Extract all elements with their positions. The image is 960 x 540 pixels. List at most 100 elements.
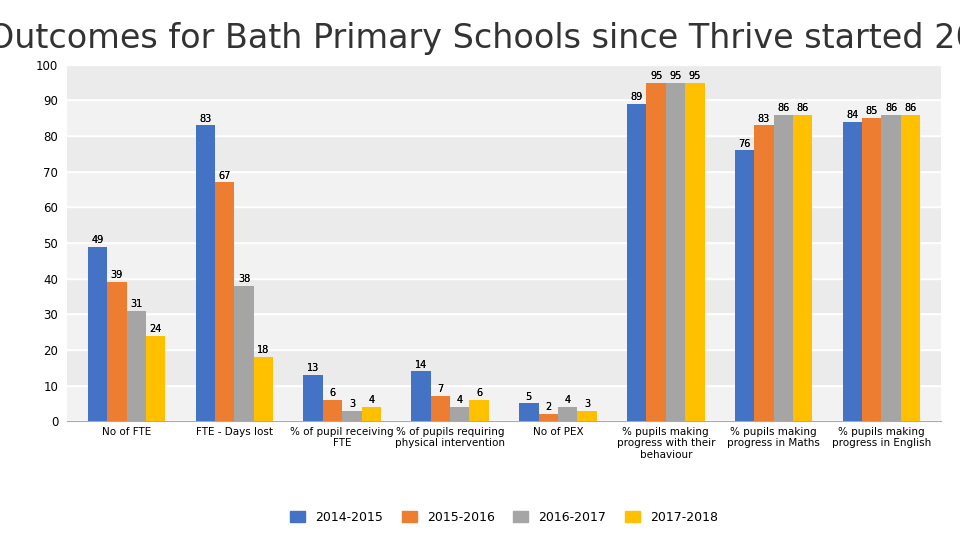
Bar [843, 122, 862, 421]
Text: 4: 4 [564, 395, 570, 405]
Bar [67, 386, 941, 421]
Text: 95: 95 [650, 71, 662, 81]
Bar [793, 114, 812, 421]
Bar [900, 114, 921, 421]
Text: 67: 67 [219, 171, 230, 180]
Bar [67, 29, 941, 65]
Text: 6: 6 [476, 388, 482, 398]
Bar [342, 410, 362, 421]
Bar [519, 403, 539, 421]
Text: 3: 3 [348, 399, 355, 409]
Title: Outcomes for Bath Primary Schools since Thrive started 2014: Outcomes for Bath Primary Schools since … [0, 22, 960, 55]
Bar [843, 122, 862, 421]
Text: 2: 2 [545, 402, 551, 413]
Text: 4: 4 [564, 395, 570, 405]
Bar [67, 65, 941, 100]
Text: 38: 38 [238, 274, 251, 284]
Text: 5: 5 [526, 392, 532, 402]
Text: 4: 4 [457, 395, 463, 405]
Bar [539, 414, 558, 421]
Bar [539, 414, 558, 421]
Text: 83: 83 [199, 113, 211, 124]
Bar [793, 114, 812, 421]
Bar [519, 403, 539, 421]
Bar [67, 314, 941, 350]
Bar [253, 357, 274, 421]
Bar [234, 286, 253, 421]
Text: 85: 85 [866, 106, 878, 117]
Text: 83: 83 [757, 113, 770, 124]
Text: 6: 6 [329, 388, 336, 398]
Bar [215, 183, 234, 421]
Bar [303, 375, 323, 421]
Text: 86: 86 [797, 103, 809, 113]
Text: 14: 14 [415, 360, 427, 369]
Bar [146, 336, 165, 421]
Legend: 2014-2015, 2015-2016, 2016-2017, 2017-2018: 2014-2015, 2015-2016, 2016-2017, 2017-20… [285, 506, 723, 529]
Text: 24: 24 [150, 324, 162, 334]
Bar [774, 114, 793, 421]
Text: 38: 38 [238, 274, 251, 284]
Bar [411, 372, 431, 421]
Text: 85: 85 [866, 106, 878, 117]
Bar [666, 83, 685, 421]
Bar [469, 400, 489, 421]
Text: 7: 7 [437, 384, 444, 394]
Text: 84: 84 [846, 110, 858, 120]
Bar [87, 247, 108, 421]
Text: 49: 49 [91, 235, 104, 245]
Text: 95: 95 [688, 71, 701, 81]
Text: 31: 31 [131, 299, 142, 309]
Text: 6: 6 [329, 388, 336, 398]
Bar [734, 150, 755, 421]
Bar [450, 407, 469, 421]
Bar [127, 310, 146, 421]
Bar [431, 396, 450, 421]
Bar [342, 410, 362, 421]
Bar [450, 407, 469, 421]
Bar [67, 279, 941, 314]
Text: 86: 86 [904, 103, 917, 113]
Text: 3: 3 [584, 399, 590, 409]
Bar [196, 125, 215, 421]
Text: 67: 67 [219, 171, 230, 180]
Text: 76: 76 [738, 139, 751, 148]
Text: 95: 95 [688, 71, 701, 81]
Bar [627, 104, 646, 421]
Bar [558, 407, 577, 421]
Bar [67, 100, 941, 136]
Bar [67, 243, 941, 279]
Bar [755, 125, 774, 421]
Bar [108, 282, 127, 421]
Text: 86: 86 [885, 103, 898, 113]
Text: 86: 86 [797, 103, 809, 113]
Text: 14: 14 [415, 360, 427, 369]
Bar [685, 83, 705, 421]
Text: 95: 95 [669, 71, 682, 81]
Bar [755, 125, 774, 421]
Text: 6: 6 [476, 388, 482, 398]
Bar [234, 286, 253, 421]
Text: 95: 95 [669, 71, 682, 81]
Text: 3: 3 [584, 399, 590, 409]
Bar [411, 372, 431, 421]
Text: 13: 13 [307, 363, 320, 373]
Bar [431, 396, 450, 421]
Bar [108, 282, 127, 421]
Bar [469, 400, 489, 421]
Bar [646, 83, 666, 421]
Text: 86: 86 [904, 103, 917, 113]
Text: 2: 2 [545, 402, 551, 413]
Bar [215, 183, 234, 421]
Text: 86: 86 [778, 103, 789, 113]
Text: 39: 39 [110, 271, 123, 280]
Text: 89: 89 [631, 92, 643, 102]
Bar [881, 114, 900, 421]
Bar [67, 172, 941, 207]
Bar [577, 410, 597, 421]
Bar [900, 114, 921, 421]
Text: 4: 4 [369, 395, 374, 405]
Bar [303, 375, 323, 421]
Text: 39: 39 [110, 271, 123, 280]
Text: 3: 3 [348, 399, 355, 409]
